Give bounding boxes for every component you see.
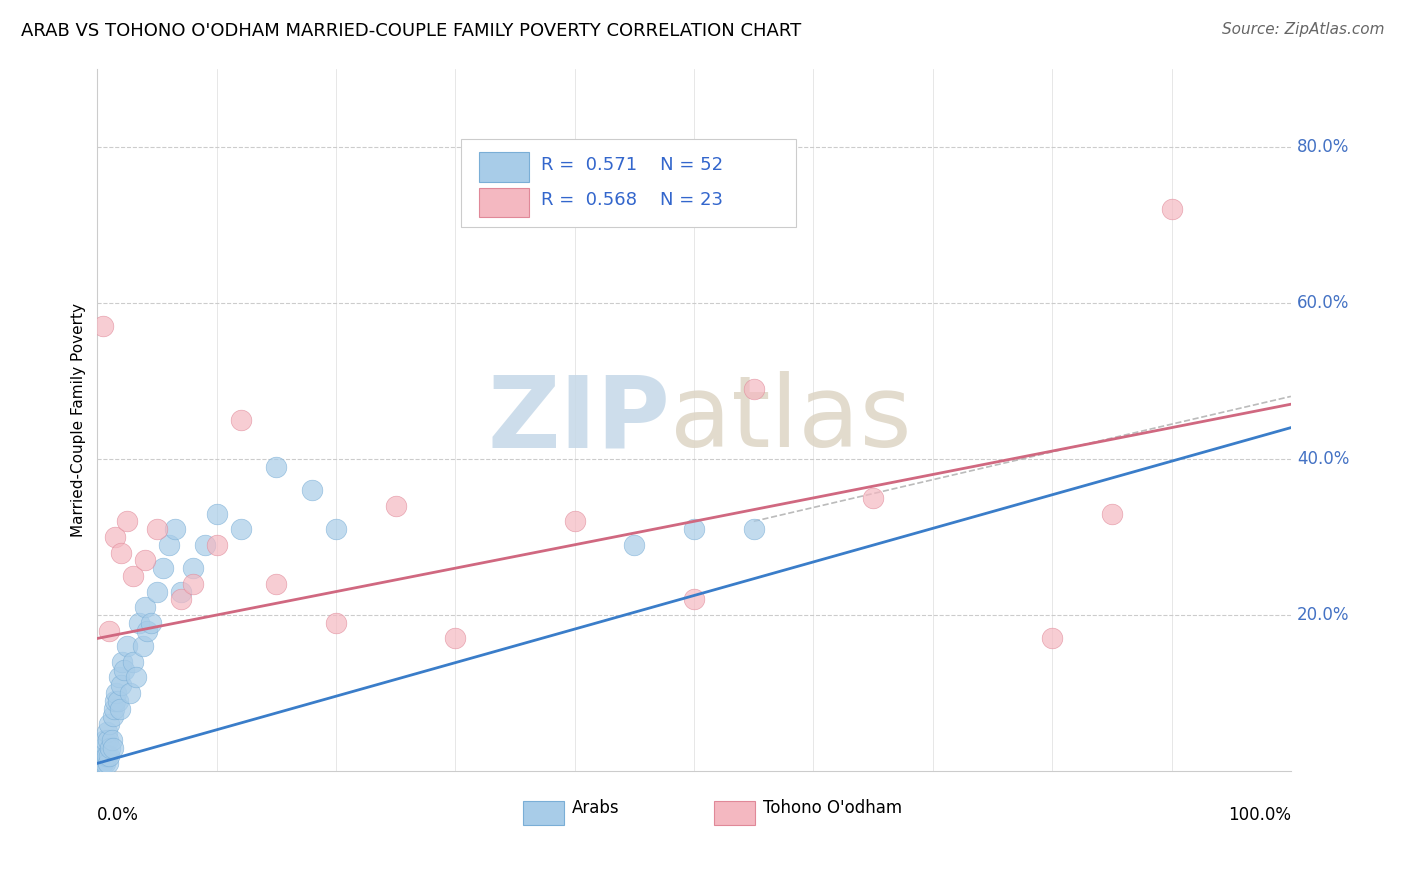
Point (97, 756, 120, 771)
Point (118, 686, 141, 700)
FancyBboxPatch shape (479, 153, 530, 182)
Point (100, 740, 122, 755)
Point (205, 507, 228, 521)
Point (170, 592, 193, 607)
FancyBboxPatch shape (461, 139, 796, 227)
Point (564, 514, 586, 528)
Point (134, 600, 156, 615)
Point (98, 624, 121, 638)
Point (152, 561, 174, 575)
Point (101, 740, 124, 755)
Point (110, 678, 132, 692)
Text: Arabs: Arabs (572, 799, 620, 817)
Point (181, 561, 204, 575)
Text: 100.0%: 100.0% (1227, 806, 1291, 824)
Point (98, 717, 121, 731)
Point (131, 639, 153, 653)
Point (91, 756, 114, 771)
Point (1160, 202, 1182, 216)
Text: ZIP: ZIP (488, 371, 671, 468)
Point (93, 756, 115, 771)
Point (623, 538, 645, 552)
Point (170, 584, 193, 599)
Point (134, 553, 156, 567)
Point (136, 624, 159, 638)
Point (444, 632, 467, 646)
Point (139, 615, 162, 630)
Text: Tohono O'odham: Tohono O'odham (763, 799, 903, 817)
Text: R =  0.571    N = 52: R = 0.571 N = 52 (541, 156, 724, 174)
FancyBboxPatch shape (714, 801, 755, 824)
Point (90, 748, 112, 763)
Point (683, 592, 706, 607)
Point (101, 709, 124, 723)
Point (112, 663, 135, 677)
Point (146, 522, 169, 536)
Point (325, 522, 347, 536)
Point (91, 319, 114, 334)
Point (91, 756, 114, 771)
Text: 80.0%: 80.0% (1296, 137, 1350, 155)
Point (163, 522, 186, 536)
Point (384, 499, 406, 513)
Point (229, 413, 252, 427)
Point (301, 483, 323, 497)
Point (91, 740, 114, 755)
Point (115, 514, 138, 528)
Point (229, 522, 252, 536)
Point (742, 382, 765, 396)
Point (115, 639, 138, 653)
Point (108, 701, 131, 715)
FancyBboxPatch shape (523, 801, 564, 824)
Point (266, 459, 288, 474)
Point (96, 725, 118, 739)
Point (146, 584, 169, 599)
Point (104, 530, 127, 544)
Text: Source: ZipAtlas.com: Source: ZipAtlas.com (1222, 22, 1385, 37)
Point (103, 701, 125, 715)
Point (128, 615, 150, 630)
Point (105, 686, 128, 700)
Point (94, 748, 117, 763)
Point (97, 732, 120, 747)
Point (96, 748, 118, 763)
Text: ARAB VS TOHONO O'ODHAM MARRIED-COUPLE FAMILY POVERTY CORRELATION CHART: ARAB VS TOHONO O'ODHAM MARRIED-COUPLE FA… (21, 22, 801, 40)
Text: atlas: atlas (671, 371, 912, 468)
Point (111, 655, 134, 669)
Point (862, 491, 884, 505)
Point (107, 694, 129, 708)
Point (122, 655, 145, 669)
Text: 20.0%: 20.0% (1296, 606, 1350, 624)
FancyBboxPatch shape (479, 188, 530, 218)
Point (1040, 632, 1063, 646)
Text: 40.0%: 40.0% (1296, 450, 1350, 468)
Point (205, 538, 228, 552)
Y-axis label: Married-Couple Family Poverty: Married-Couple Family Poverty (72, 302, 86, 537)
Text: 60.0%: 60.0% (1296, 293, 1350, 311)
Point (108, 670, 131, 684)
Point (1101, 507, 1123, 521)
Text: 0.0%: 0.0% (97, 806, 139, 824)
Text: R =  0.568    N = 23: R = 0.568 N = 23 (541, 192, 723, 210)
Point (194, 538, 217, 552)
Point (181, 576, 204, 591)
Point (266, 576, 288, 591)
Point (104, 694, 127, 708)
Point (98, 748, 121, 763)
Point (124, 670, 146, 684)
Point (157, 538, 180, 552)
Point (742, 522, 765, 536)
Point (683, 522, 706, 536)
Point (89, 756, 111, 771)
Point (325, 615, 347, 630)
Point (93, 732, 115, 747)
Point (122, 569, 145, 583)
Point (86, 756, 108, 771)
Point (110, 545, 132, 559)
Point (100, 732, 122, 747)
